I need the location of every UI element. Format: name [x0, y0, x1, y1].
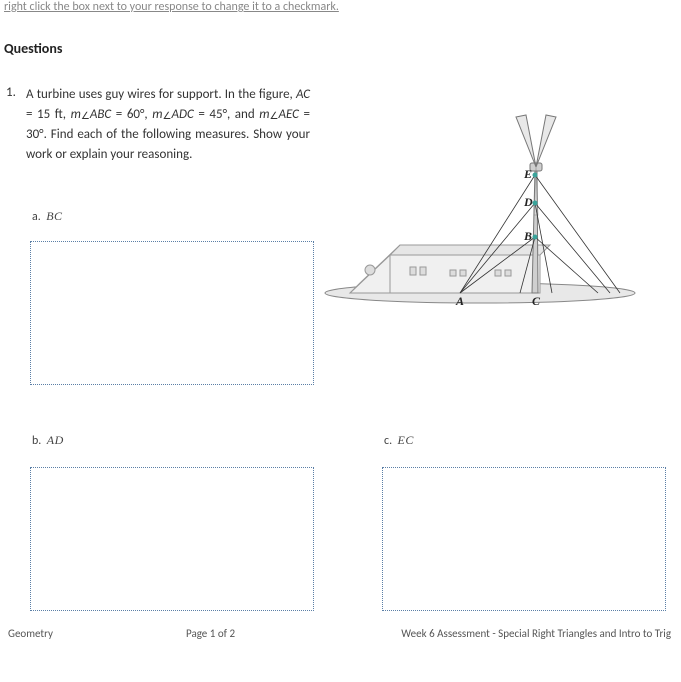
top-instruction: right click the box next to your respons…	[0, 0, 681, 14]
questions-heading: Questions	[4, 40, 681, 57]
part-a-var: BC	[46, 209, 62, 223]
answer-box-b[interactable]	[30, 467, 314, 611]
part-a-letter: a.	[32, 210, 41, 224]
diagram-label-b: B	[523, 229, 532, 243]
m2-m: m	[152, 107, 162, 122]
diagram-label-c: C	[532, 294, 541, 308]
val-ac: = 15 ft,	[26, 107, 71, 122]
part-b-var: AD	[47, 433, 64, 447]
diagram-label-d: D	[523, 195, 533, 209]
answer-box-c[interactable]	[382, 467, 666, 611]
m1-m: m	[71, 107, 81, 122]
footer-center: Page 1 of 2	[186, 627, 235, 640]
m1-var: ABC	[90, 107, 111, 122]
diagram-label-e: E	[523, 167, 532, 181]
angle-icon: ∠	[163, 109, 172, 122]
part-b-letter: b.	[32, 434, 41, 448]
page-footer: Geometry Page 1 of 2 Week 6 Assessment -…	[0, 627, 681, 640]
angle-icon: ∠	[270, 109, 279, 122]
question-text: A turbine uses guy wires for support. In…	[26, 85, 310, 166]
footer-right: Week 6 Assessment - Special Right Triang…	[401, 627, 671, 640]
part-b-label: b. AD	[32, 433, 64, 448]
m1-val: = 60°,	[111, 107, 152, 122]
m2-var: ADC	[171, 107, 193, 122]
angle-icon: ∠	[81, 109, 90, 122]
m2-val: = 45°, and	[194, 107, 259, 122]
part-a-label: a. BC	[32, 209, 63, 224]
m3-m: m	[259, 107, 269, 122]
part-c-label: c. EC	[384, 433, 414, 448]
answer-box-a[interactable]	[30, 241, 314, 385]
m3-var: AEC	[278, 107, 298, 122]
question-number: 1.	[6, 85, 16, 100]
var-ac: AC	[296, 87, 310, 102]
footer-left: Geometry	[8, 627, 53, 640]
qtext-pre: A turbine uses guy wires for support. In…	[26, 87, 296, 102]
part-c-letter: c.	[384, 434, 392, 448]
turbine-diagram: E D B A C	[320, 95, 640, 315]
part-c-var: EC	[398, 433, 414, 447]
diagram-label-a: A	[455, 294, 464, 308]
